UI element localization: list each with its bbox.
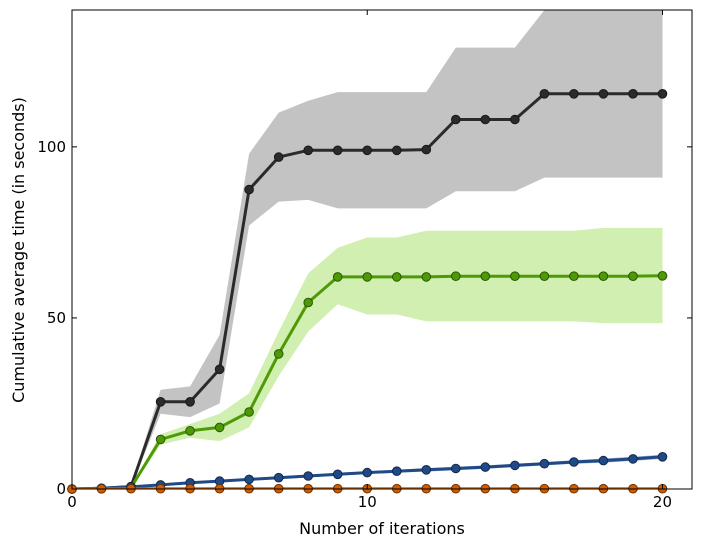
series-1-point	[274, 350, 283, 359]
series-0-point	[540, 90, 549, 99]
series-2-point	[481, 463, 490, 472]
series-1-point	[570, 272, 579, 281]
series-2-point	[393, 467, 402, 476]
series-2-point	[274, 473, 283, 482]
series-1-point	[186, 427, 195, 436]
series-0-point	[452, 115, 461, 124]
series-2-point	[333, 470, 342, 479]
x-tick-label: 10	[358, 493, 377, 511]
series-0-point	[363, 146, 372, 155]
series-2-point	[629, 455, 638, 464]
series-0-point	[511, 115, 520, 124]
series-1-point	[304, 298, 313, 307]
series-0-point	[422, 145, 431, 154]
series-1-point	[540, 272, 549, 281]
series-0-point	[245, 185, 254, 194]
series-0-point	[333, 146, 342, 155]
series-1-point	[452, 272, 461, 281]
series-1-point	[363, 273, 372, 282]
series-2-point	[658, 453, 667, 462]
series-0-point	[658, 90, 667, 99]
x-tick-label: 20	[653, 493, 672, 511]
series-1-point	[599, 272, 608, 281]
series-1-point	[658, 272, 667, 281]
series-2-point	[245, 475, 254, 484]
series-0-point	[186, 398, 195, 407]
series-2-point	[304, 472, 313, 481]
y-tick-label: 50	[47, 309, 66, 327]
x-axis-label: Number of iterations	[299, 519, 465, 538]
series-0-point	[629, 90, 638, 99]
series-1-point	[393, 273, 402, 282]
y-axis-label: Cumulative average time (in seconds)	[9, 97, 28, 403]
series-1-point	[245, 408, 254, 417]
series-2-point	[599, 456, 608, 465]
series-2-point	[540, 459, 549, 468]
series-0-point	[393, 146, 402, 155]
series-0-point	[599, 90, 608, 99]
series-2-point	[363, 468, 372, 477]
series-2-point	[452, 464, 461, 473]
series-0-point	[215, 365, 224, 374]
series-1-point	[333, 273, 342, 282]
series-0-point	[274, 153, 283, 162]
series-2-point	[570, 458, 579, 467]
series-1-point	[422, 273, 431, 282]
series-1-point	[481, 272, 490, 281]
series-1-point	[511, 272, 520, 281]
y-tick-label: 100	[37, 138, 66, 156]
series-1-point	[629, 272, 638, 281]
series-0-point	[156, 398, 165, 407]
series-0-point	[570, 90, 579, 99]
x-tick-label: 0	[67, 493, 77, 511]
series-1-point	[215, 423, 224, 432]
y-tick-label: 0	[56, 480, 66, 498]
series-0-point	[481, 115, 490, 124]
series-1-point	[156, 435, 165, 444]
series-0-point	[304, 146, 313, 155]
series-2-point	[422, 466, 431, 475]
series-2-point	[511, 461, 520, 470]
